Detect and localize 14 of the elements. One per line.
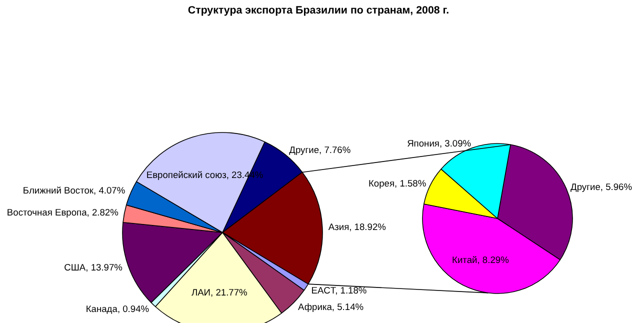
slice-label: Африка, 5.14% <box>298 302 364 312</box>
slice-label: Другие, 5.96% <box>570 182 632 192</box>
slice-label: EACT, 1.18% <box>311 285 367 296</box>
slice-label: Ближний Восток, 4.07% <box>22 186 126 196</box>
slice-label: Корея, 1.58% <box>368 178 426 188</box>
slice-label: Китай, 8.29% <box>452 255 509 266</box>
slice-label: ЛАИ, 21.77% <box>191 287 248 298</box>
slice-label: Канада, 0.94% <box>86 304 150 314</box>
slice-label: Восточная Европа, 2.82% <box>6 207 118 218</box>
slice-label: Другие, 7.76% <box>289 145 351 156</box>
slice-label: Япония, 3.09% <box>407 138 472 149</box>
slice-label: США, 13.97% <box>64 262 122 273</box>
slice-label: Азия, 18.92% <box>328 222 386 232</box>
chart-title: Структура экспорта Бразилии по странам, 2008 г. <box>188 4 450 16</box>
